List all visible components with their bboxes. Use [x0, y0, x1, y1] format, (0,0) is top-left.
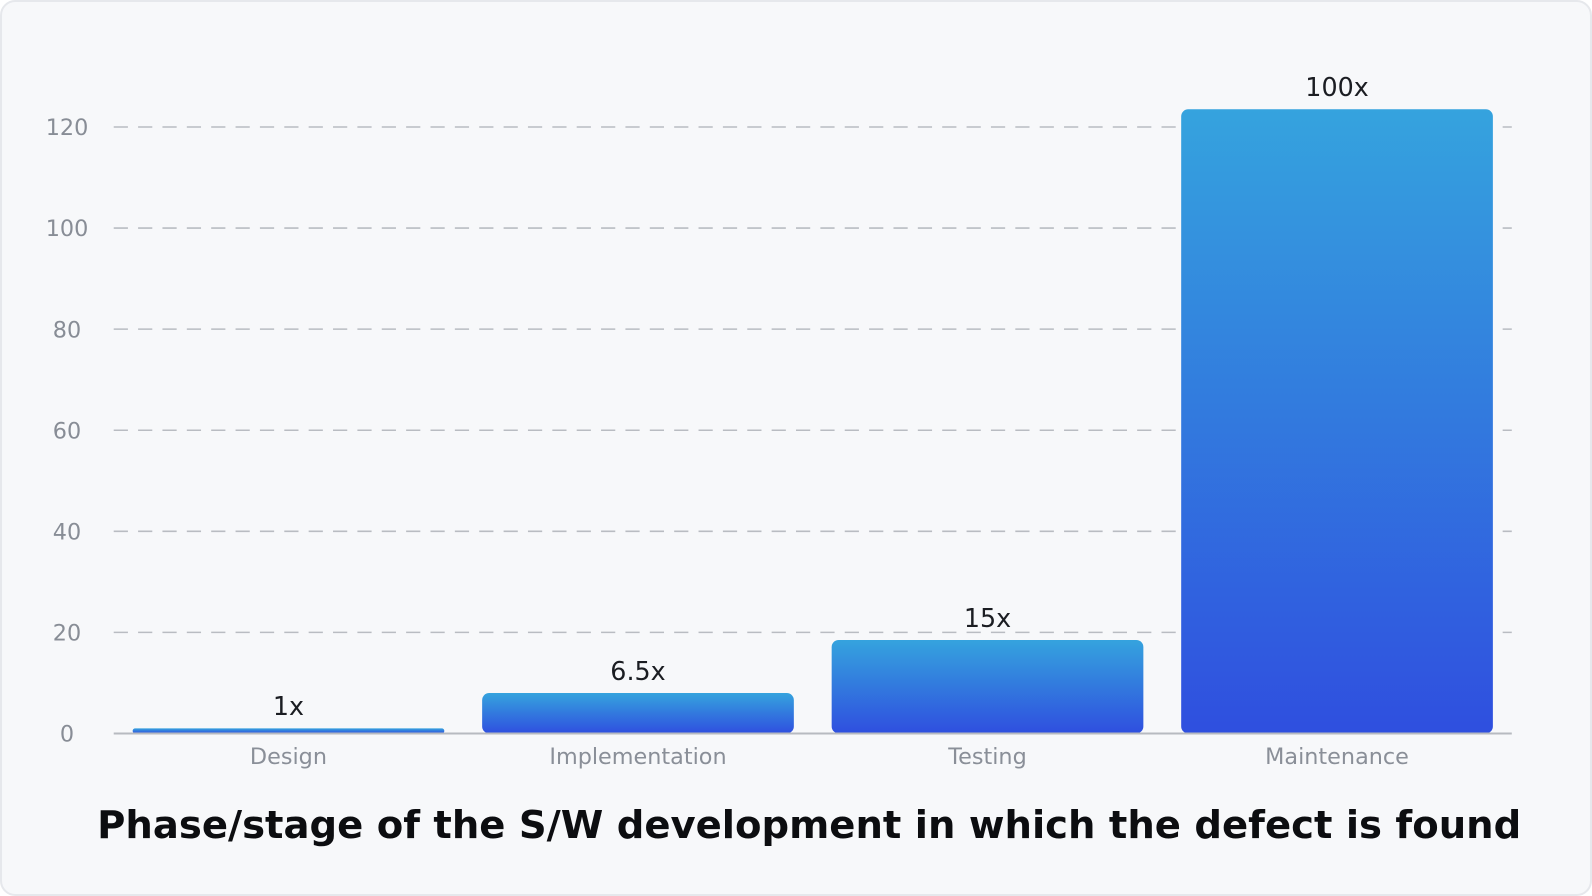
x-tick-label: Design: [250, 744, 327, 770]
y-tick-label: 80: [53, 317, 81, 343]
y-tick-label: 100: [46, 216, 89, 242]
x-tick-label: Implementation: [549, 744, 726, 770]
data-label: 100x: [1305, 72, 1368, 102]
y-tick-label: 120: [46, 115, 89, 141]
x-axis-title: Phase/stage of the S/W development in wh…: [97, 803, 1521, 848]
x-tick-label: Maintenance: [1265, 744, 1409, 770]
data-label: 6.5x: [610, 656, 665, 686]
y-tick-label: 60: [53, 418, 81, 444]
x-tick-label: Testing: [947, 744, 1026, 770]
y-tick-label: 0: [60, 722, 74, 748]
y-tick-label: 40: [53, 519, 81, 545]
bar-maintenance: [1181, 109, 1493, 734]
bar-implementation: [482, 693, 794, 734]
y-tick-label: 20: [53, 621, 81, 647]
bar-design: [132, 728, 445, 734]
bar-testing: [831, 639, 1144, 734]
data-label: 15x: [964, 603, 1011, 633]
data-label: 1x: [273, 691, 304, 721]
